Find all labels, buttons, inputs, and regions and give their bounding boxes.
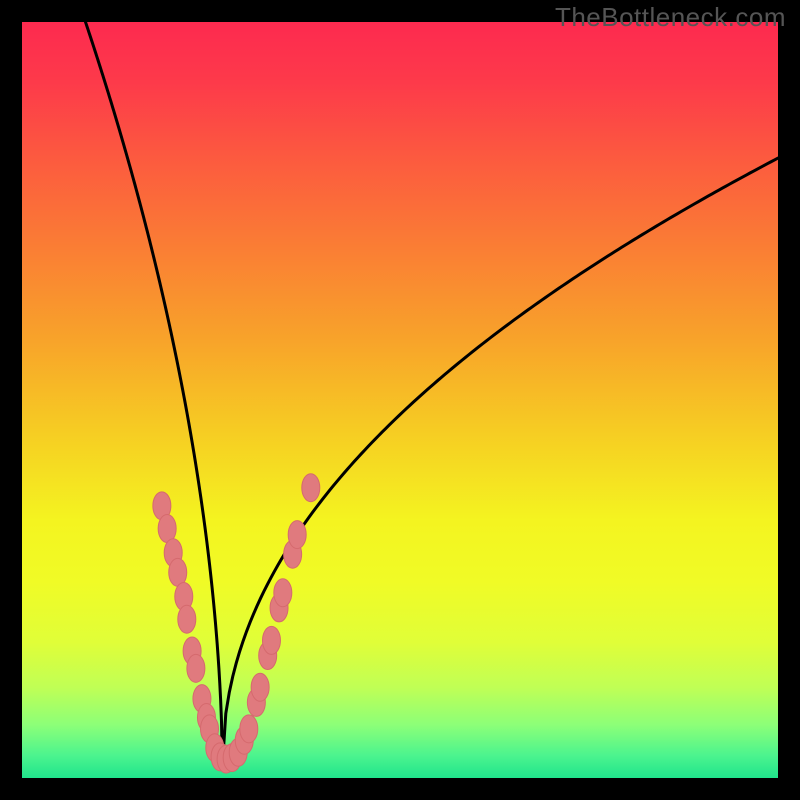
data-marker <box>288 521 306 549</box>
data-marker <box>262 626 280 654</box>
gradient-background <box>22 22 778 778</box>
data-marker <box>302 474 320 502</box>
data-marker <box>251 673 269 701</box>
data-marker <box>240 715 258 743</box>
data-marker <box>274 579 292 607</box>
data-marker <box>178 605 196 633</box>
plot-area <box>22 22 778 778</box>
watermark-text: TheBottleneck.com <box>555 2 786 33</box>
bottleneck-chart <box>22 22 778 778</box>
data-marker <box>187 654 205 682</box>
